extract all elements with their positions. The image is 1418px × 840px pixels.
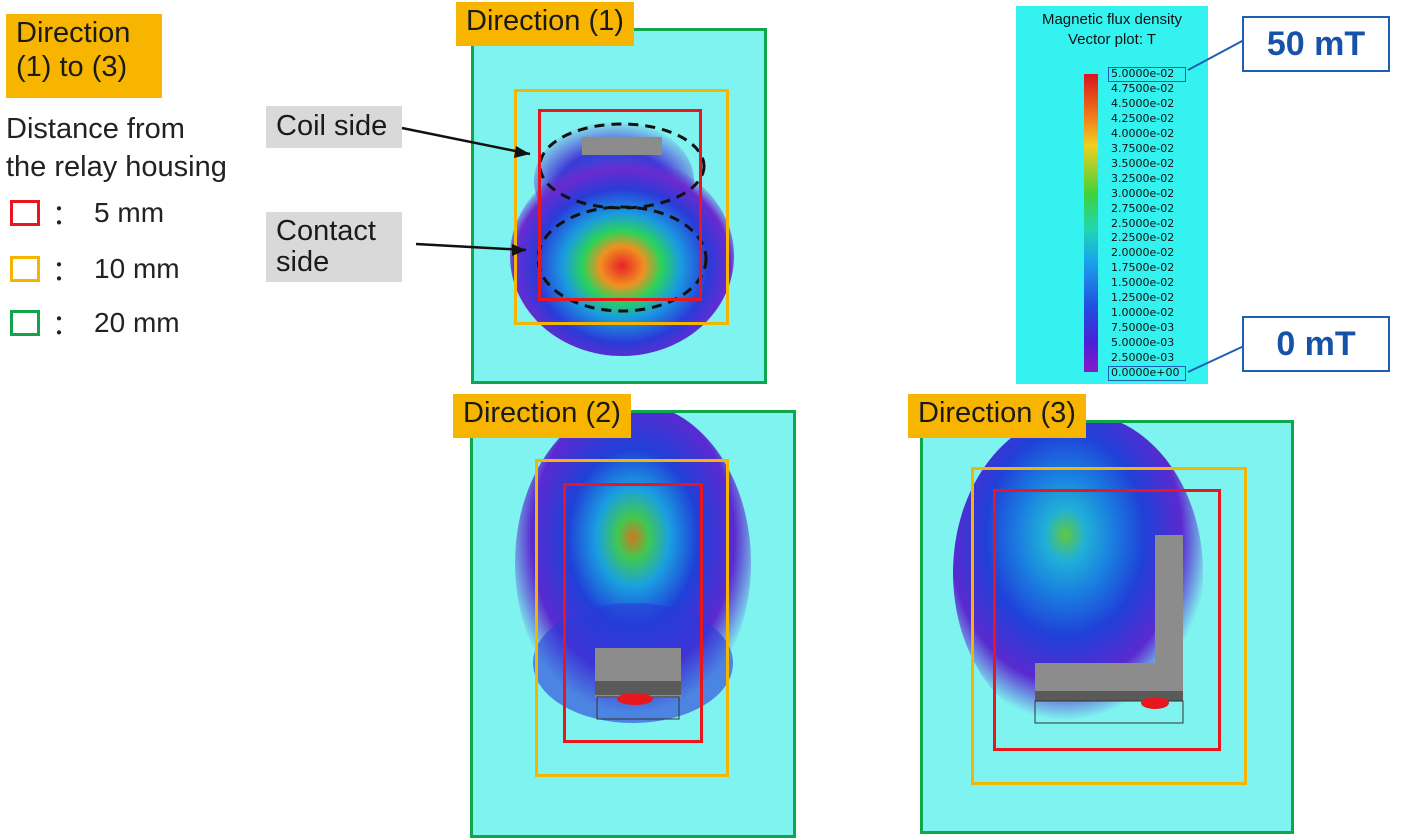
boundary-10mm [971,467,1247,785]
boundary-5mm [993,489,1221,751]
boundary-10mm [514,89,729,325]
boundary-5mm [538,109,702,301]
callout-connectors [1187,40,1245,373]
boundary-10mm [535,459,729,777]
colorbar-tick-label: 5.0000e-03 [1111,336,1175,350]
colorbar-title-line1: Magnetic flux density [1041,11,1183,28]
colorbar-panel: Magnetic flux density Vector plot: T 5.0… [1016,6,1208,384]
colorbar-tick-label: 2.5000e-02 [1111,216,1175,230]
colorbar-tick-label: 0.0000e+00 [1111,366,1180,379]
direction-3-label: Direction (3) [908,394,1086,438]
direction-range-line2: (1) to (3) [16,51,128,83]
legend-swatch-orange [10,256,40,282]
colorbar-tick-label: 1.0000e-02 [1111,306,1175,320]
boundary-5mm [563,483,703,743]
legend: ： 5 mm ： 10 mm ： 20 mm [10,195,180,341]
annotation-arrows [401,126,531,256]
colorbar-tick-label: 3.5000e-02 [1111,156,1175,170]
direction-2-label: Direction (2) [453,394,631,438]
coil-side-label: Coil side [266,106,402,148]
contact-side-label: Contact side [266,212,402,282]
colorbar-tick-label: 4.0000e-02 [1111,126,1175,140]
colorbar-tick-label: 4.2500e-02 [1111,111,1175,125]
max-value-callout: 50 mT [1242,16,1390,72]
legend-separator: ： [52,309,81,340]
legend-swatch-green [10,310,40,336]
legend-title-line1: Distance from [6,113,185,145]
direction-range-line1: Direction [16,17,131,49]
colorbar-gradient [1084,74,1098,372]
colorbar-tick-label: 3.7500e-02 [1111,141,1175,155]
legend-separator: ： [52,255,81,286]
direction-2-field-plot [515,413,751,723]
legend-label: 10 mm [94,253,180,284]
colorbar-title: Magnetic flux density Vector plot: T [1016,10,1208,50]
colorbar-tick-label: 1.7500e-02 [1111,261,1175,275]
colorbar-tick-label: 4.7500e-02 [1111,81,1175,95]
colorbar-min-box [1108,366,1186,381]
contact-side-line1: Contact [276,215,376,247]
colorbar-tick-label: 4.5000e-02 [1111,96,1175,110]
contact-side-line2: side [276,246,330,278]
colorbar-tick-label: 2.7500e-02 [1111,201,1175,215]
direction-2-panel [470,410,796,838]
legend-item-5mm: ： 5 mm [10,195,180,231]
legend-item-10mm: ： 10 mm [10,251,180,287]
legend-item-20mm: ： 20 mm [10,305,180,341]
colorbar-max-box [1108,67,1186,82]
colorbar-tick-label: 3.2500e-02 [1111,171,1175,185]
legend-separator: ： [52,199,81,230]
colorbar-tick-label: 2.5000e-03 [1111,351,1175,365]
direction-3-panel [920,420,1294,834]
colorbar-tick-label: 3.0000e-02 [1111,186,1175,200]
colorbar-title-line2: Vector plot: T [1067,31,1157,48]
legend-title: Distance from the relay housing [6,110,227,186]
legend-swatch-red [10,200,40,226]
direction-1-field-plot [510,121,734,356]
direction-1-label: Direction (1) [456,2,634,46]
direction-range-tag: Direction (1) to (3) [6,14,162,98]
colorbar-tick-label: 7.5000e-03 [1111,321,1175,335]
direction-1-panel [471,28,767,384]
colorbar-tick-label: 2.2500e-02 [1111,231,1175,245]
min-value-callout: 0 mT [1242,316,1390,372]
colorbar-tick-label: 2.0000e-02 [1111,246,1175,260]
legend-label: 20 mm [94,307,180,338]
legend-title-line2: the relay housing [6,151,227,183]
colorbar-tick-label: 1.5000e-02 [1111,276,1175,290]
legend-label: 5 mm [94,197,165,228]
colorbar-tick-label: 5.0000e-02 [1111,67,1175,80]
colorbar-tick-label: 1.2500e-02 [1111,291,1175,305]
direction-3-field-plot [953,423,1203,733]
